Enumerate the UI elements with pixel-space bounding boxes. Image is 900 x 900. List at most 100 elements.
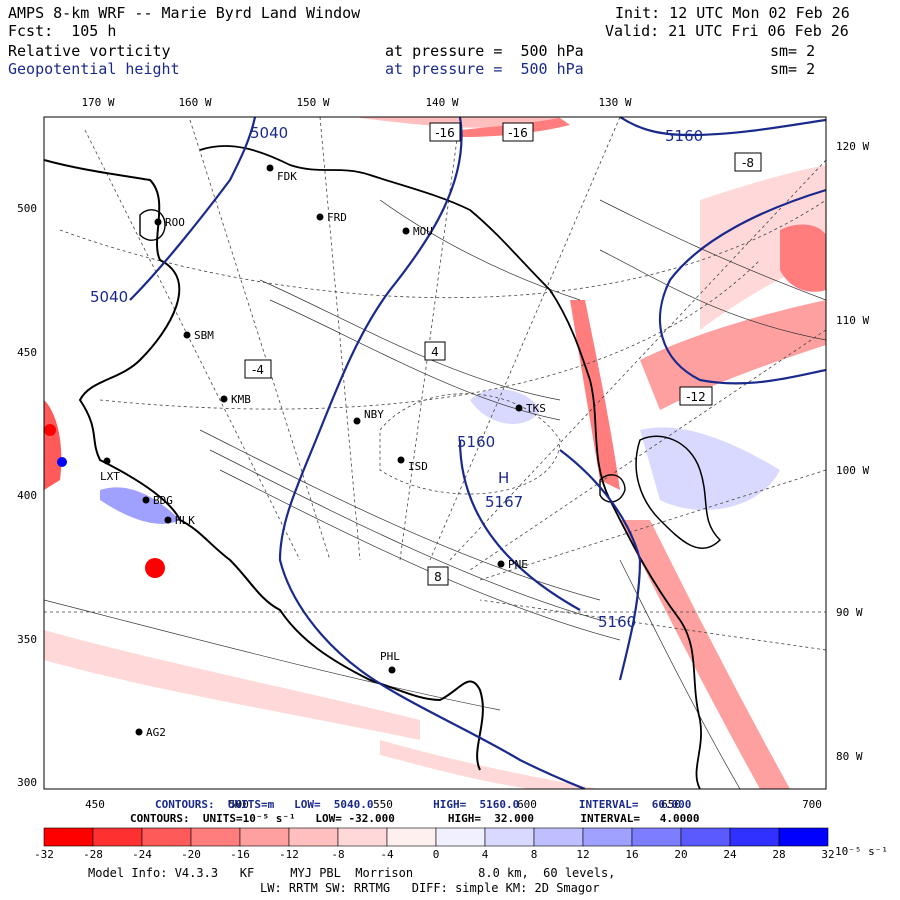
right-lon-label: 80 W <box>836 750 863 763</box>
colorbar-tick: -20 <box>181 848 201 861</box>
colorbar-swatch <box>778 827 829 847</box>
island-outline <box>139 209 166 241</box>
colorbar-tick: 0 <box>433 848 440 861</box>
vort-shade <box>640 300 826 410</box>
coastline <box>199 145 702 789</box>
station-label: AG2 <box>146 726 166 739</box>
left-y-label: 500 <box>17 202 37 215</box>
colorbar-swatch <box>484 827 535 847</box>
colorbar-swatch <box>631 827 682 847</box>
colorbar-tick: 28 <box>772 848 785 861</box>
height-label: 5160 <box>665 127 703 145</box>
colorbar-tick: -16 <box>230 848 250 861</box>
coastline <box>44 159 484 771</box>
colorbar-swatch <box>239 827 290 847</box>
longitude-line <box>189 119 331 561</box>
colorbar-tick: 32 <box>821 848 834 861</box>
longitude-line <box>399 117 461 561</box>
colorbar-swatch <box>288 827 339 847</box>
bottom-x-label: 600 <box>517 798 537 811</box>
top-lon-label: 170 W <box>81 96 114 109</box>
top-lon-label: 140 W <box>425 96 458 109</box>
colorbar-tick: -32 <box>34 848 54 861</box>
island-outline <box>599 474 626 503</box>
vort-shade <box>100 487 180 524</box>
height-label: 5160 <box>598 613 636 631</box>
vort-label: -4 <box>252 363 264 377</box>
height-contour-5160 <box>619 117 826 137</box>
station-dot <box>183 331 191 339</box>
init-time: Init: 12 UTC Mon 02 Feb 26 <box>615 4 850 22</box>
colorbar-tick: -12 <box>279 848 299 861</box>
latitude-circle <box>59 199 826 299</box>
field1-level: at pressure = 500 hPa <box>385 42 584 60</box>
colorbar-unit: 10⁻⁵ s⁻¹ <box>835 845 888 858</box>
vort-contour <box>599 249 826 341</box>
height-contour-5160 <box>559 449 642 681</box>
height-contour-5040 <box>129 117 257 301</box>
station-dot <box>402 227 410 235</box>
vort-shade <box>430 118 570 137</box>
vort-min <box>57 457 67 467</box>
vort-label: -8 <box>742 156 754 170</box>
colorbar-tick: -28 <box>83 848 103 861</box>
top-lon-label: 160 W <box>178 96 211 109</box>
longitude-line <box>479 599 826 651</box>
station-label: SBM <box>194 329 214 342</box>
station-label: KMB <box>231 393 251 406</box>
colorbar-swatch <box>386 827 437 847</box>
height-contour-5160 <box>658 188 826 385</box>
station-dot <box>397 456 405 464</box>
vort-shade <box>470 389 540 424</box>
station-dot <box>103 457 111 465</box>
station-label: PHL <box>380 650 400 663</box>
longitude-line <box>84 129 301 561</box>
height-high-marker: H <box>498 469 509 487</box>
vort-shade <box>44 400 62 490</box>
station-label: ROO <box>165 216 185 229</box>
station-dot <box>353 417 361 425</box>
station-dot <box>142 496 150 504</box>
colorbar <box>43 827 829 847</box>
colorbar-swatch <box>533 827 584 847</box>
vort-max <box>44 424 56 436</box>
valid-time: Valid: 21 UTC Fri 06 Feb 26 <box>605 22 849 40</box>
longitude-line <box>479 469 826 581</box>
right-lon-label: 100 W <box>836 464 869 477</box>
model-info-line1: Model Info: V4.3.3 KF MYJ PBL Morrison 8… <box>88 866 616 880</box>
station-label: MOU <box>413 225 433 238</box>
left-y-label: 450 <box>17 346 37 359</box>
station-dot <box>266 164 274 172</box>
vort-shade <box>700 165 826 330</box>
vort-shade <box>44 630 420 740</box>
station-dot <box>515 404 523 412</box>
colorbar-tick: 20 <box>674 848 687 861</box>
vort-label: -12 <box>686 390 706 404</box>
left-y-label: 350 <box>17 633 37 646</box>
station-dot <box>220 395 228 403</box>
colorbar-swatch <box>582 827 633 847</box>
right-lon-label: 90 W <box>836 606 863 619</box>
station-dot <box>164 516 172 524</box>
height-label: 5167 <box>485 493 523 511</box>
vort-max <box>145 558 165 578</box>
vort-shade <box>640 427 780 510</box>
station-dot <box>388 666 396 674</box>
vort-contour <box>259 279 561 401</box>
height-contour-info: CONTOURS: UNITS=m LOW= 5040.0 HIGH= 5160… <box>155 798 692 811</box>
vort-contour-info: CONTOURS: UNITS=10⁻⁵ s⁻¹ LOW= -32.000 HI… <box>130 812 700 825</box>
longitude-line <box>449 159 826 561</box>
colorbar-tick: 24 <box>723 848 737 861</box>
vort-label: -16 <box>435 126 455 140</box>
longitude-line <box>429 117 621 561</box>
field1-name: Relative vorticity <box>8 42 171 60</box>
vort-contour <box>619 559 741 789</box>
station-label: LXT <box>100 470 120 483</box>
station-label: NBY <box>364 408 384 421</box>
vort-contour <box>219 469 621 641</box>
field1-smoothing: sm= 2 <box>770 42 816 60</box>
bottom-x-label: 450 <box>85 798 105 811</box>
vort-shade <box>620 520 790 789</box>
vort-contour <box>379 199 581 301</box>
